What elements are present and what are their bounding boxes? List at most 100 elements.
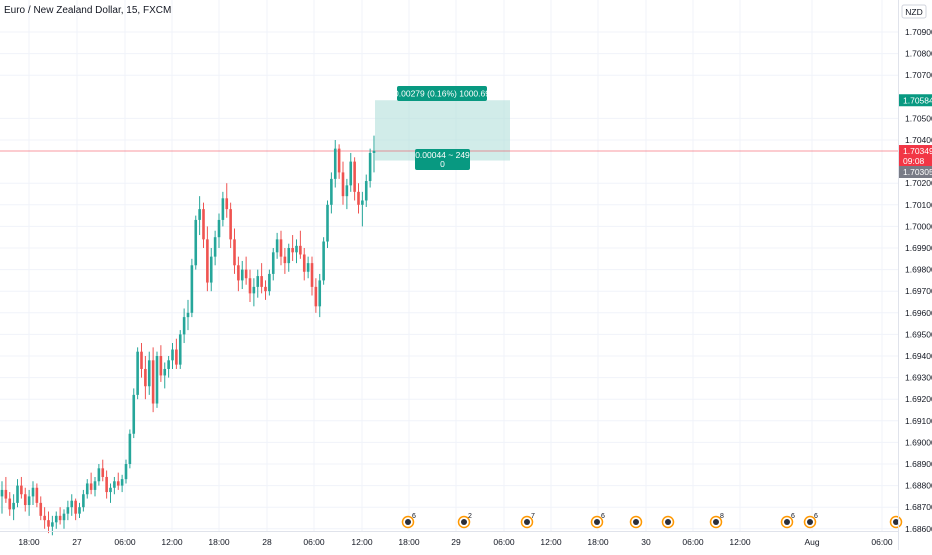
candle-body <box>310 263 314 287</box>
candle <box>159 345 163 382</box>
time-axis[interactable]: 18:00 27 06:00 12:00 18:00 28 06:00 12:00 18:00 2… <box>18 537 893 547</box>
price-tick-label: 1.70200 <box>905 178 932 188</box>
candle-body <box>217 219 221 238</box>
candle-body <box>140 351 143 369</box>
candle-body <box>271 252 275 274</box>
candle-body <box>62 513 66 521</box>
price-tick-label: 1.70900 <box>905 27 932 37</box>
currency-button[interactable]: NZD <box>901 4 927 19</box>
time-tick-label: 12:00 <box>351 537 373 547</box>
candle-body <box>39 502 43 516</box>
economic-event-icon[interactable]: 6 <box>590 513 606 529</box>
price-tick-label: 1.68800 <box>905 481 932 491</box>
candle <box>132 388 136 439</box>
candle <box>175 338 178 369</box>
candle-body <box>299 245 302 255</box>
candle-body <box>147 360 151 387</box>
price-tick-label: 1.69000 <box>905 437 932 447</box>
candle-body <box>27 496 31 506</box>
economic-event-icon[interactable] <box>629 515 643 529</box>
candle <box>178 330 182 369</box>
economic-event-icon[interactable]: 8 <box>709 513 725 529</box>
candle-body <box>233 239 236 266</box>
time-tick-label: 06:00 <box>871 537 893 547</box>
candle-body <box>155 356 159 404</box>
candle-body <box>283 256 287 264</box>
candle <box>140 343 143 378</box>
price-axis[interactable]: 1.70900 1.70800 1.70700 1.70500 1.70400 1.702… <box>905 27 932 534</box>
candle-body <box>105 476 108 493</box>
candle <box>116 472 120 490</box>
time-tick-label: 12:00 <box>161 537 183 547</box>
candle <box>295 239 298 264</box>
candle <box>217 213 221 248</box>
target-label[interactable]: 0.00279 (0.16%) 1000.69 <box>394 86 490 101</box>
svg-text:1.70305: 1.70305 <box>903 167 932 177</box>
candle-body <box>58 515 62 521</box>
entry-price-badge: 1.70305 <box>899 166 932 178</box>
candle-body <box>16 485 19 503</box>
event-count-badge: 7 <box>531 513 535 520</box>
time-tick-label: 06:00 <box>114 537 136 547</box>
candle <box>47 511 50 534</box>
candle-body <box>229 209 232 240</box>
candle <box>82 489 85 512</box>
candle-body <box>244 269 248 279</box>
candle <box>171 343 174 369</box>
candle <box>279 230 283 266</box>
candle-body <box>144 368 147 387</box>
economic-event-icon[interactable]: 7 <box>520 513 536 529</box>
candle <box>136 347 139 400</box>
candle-body <box>314 286 318 307</box>
candle <box>268 269 271 296</box>
candle <box>105 470 108 499</box>
time-tick-label: 28 <box>262 537 272 547</box>
candle-body <box>47 520 50 527</box>
candle <box>353 157 356 201</box>
time-tick-label: 12:00 <box>540 537 562 547</box>
currency-button-label: NZD <box>905 7 922 17</box>
stop-label-box <box>415 149 470 170</box>
time-tick-label: 18:00 <box>18 537 40 547</box>
candle-body <box>206 239 209 283</box>
candle <box>349 152 353 192</box>
candle-body <box>372 150 376 153</box>
price-tick-label: 1.69100 <box>905 416 932 426</box>
svg-text:1.70349: 1.70349 <box>903 146 932 156</box>
candle-body <box>322 241 325 281</box>
time-tick-label: 18:00 <box>398 537 420 547</box>
candle <box>163 362 167 389</box>
candle-body <box>82 494 85 508</box>
candle-body <box>186 312 190 318</box>
candle-body <box>275 239 279 253</box>
time-tick-label: 06:00 <box>682 537 704 547</box>
economic-events-layer[interactable]: 6 2 7 6 8 6 6 <box>401 513 903 529</box>
candle-body <box>93 481 97 490</box>
candle-body <box>252 286 256 294</box>
candle-body <box>54 515 58 523</box>
candle-body <box>209 256 213 283</box>
candle <box>167 356 170 378</box>
economic-event-icon[interactable]: 6 <box>803 513 819 529</box>
candle <box>252 278 256 307</box>
candle-body <box>333 148 337 179</box>
candle <box>0 481 4 514</box>
economic-event-icon[interactable] <box>661 515 675 529</box>
candle <box>209 248 213 292</box>
economic-event-icon[interactable]: 6 <box>401 513 417 529</box>
candle-body <box>349 161 353 186</box>
candle <box>66 500 70 521</box>
candle-body <box>109 487 112 493</box>
economic-event-icon[interactable]: 6 <box>780 513 796 529</box>
economic-event-icon[interactable]: 2 <box>457 513 473 529</box>
candle-body <box>361 200 364 205</box>
economic-event-icon[interactable] <box>889 515 903 529</box>
candle-body <box>175 349 178 365</box>
candle <box>93 476 97 497</box>
candle-body <box>268 273 271 292</box>
